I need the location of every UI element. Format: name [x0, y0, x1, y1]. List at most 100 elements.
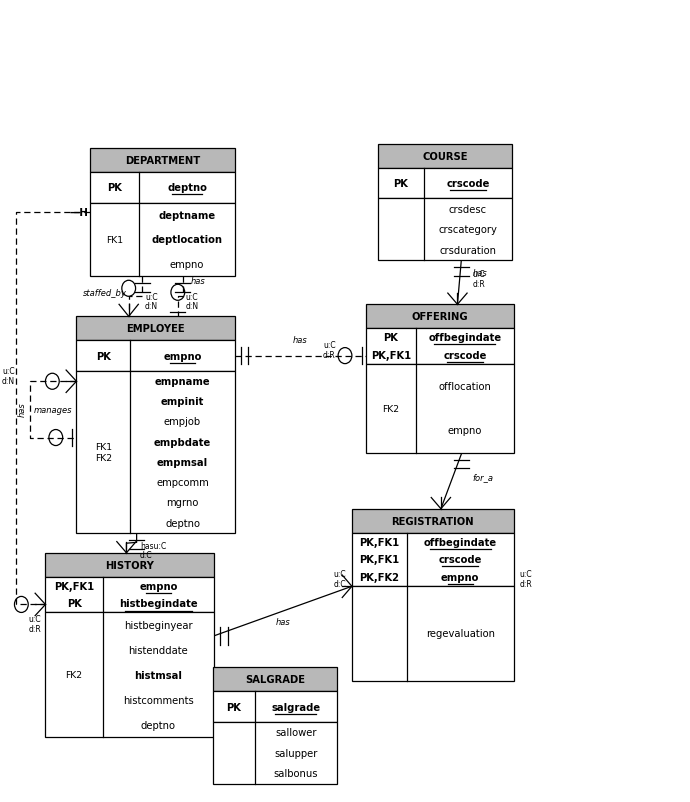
Text: PK: PK	[393, 179, 408, 189]
Text: PK,FK2: PK,FK2	[359, 572, 400, 582]
Bar	[46, 553, 214, 577]
Text: d:C: d:C	[140, 551, 152, 560]
Bar	[77, 341, 235, 371]
Bar	[77, 371, 235, 533]
Text: staffed_by: staffed_by	[83, 289, 126, 298]
Text: u:C: u:C	[334, 569, 346, 578]
Text: mgrno: mgrno	[166, 498, 199, 508]
Text: FK1: FK1	[106, 236, 124, 245]
Text: HISTORY: HISTORY	[106, 560, 155, 570]
Text: hasu:C: hasu:C	[140, 541, 166, 550]
Text: regevaluation: regevaluation	[426, 629, 495, 638]
Text: OFFERING: OFFERING	[411, 312, 468, 322]
Text: empmsal: empmsal	[157, 457, 208, 468]
Text: empno: empno	[448, 426, 482, 435]
Bar	[213, 667, 337, 691]
Text: d:R: d:R	[28, 624, 41, 634]
Bar	[366, 329, 514, 364]
Text: d:C: d:C	[334, 579, 346, 588]
Text: PK: PK	[226, 702, 242, 712]
Text: REGISTRATION: REGISTRATION	[391, 516, 474, 526]
Text: histbegindate: histbegindate	[119, 598, 198, 609]
Text: PK,FK1: PK,FK1	[54, 581, 95, 591]
Text: FK2: FK2	[66, 670, 83, 679]
Text: deptno: deptno	[167, 183, 207, 193]
Text: for_a: for_a	[472, 472, 493, 481]
Bar	[352, 509, 514, 533]
Text: PK: PK	[96, 351, 111, 361]
Text: offlocation: offlocation	[438, 382, 491, 391]
Text: u:C: u:C	[28, 614, 41, 624]
Text: crscode: crscode	[439, 554, 482, 565]
Text: u:C: u:C	[2, 367, 14, 376]
Text: u:C: u:C	[519, 569, 532, 578]
Text: FK2: FK2	[382, 404, 400, 413]
Text: crsduration: crsduration	[440, 245, 497, 256]
Text: PK: PK	[67, 598, 81, 609]
Text: offbegindate: offbegindate	[428, 333, 502, 342]
Text: deptname: deptname	[159, 211, 216, 221]
Bar	[90, 149, 235, 172]
Text: manages: manages	[34, 405, 72, 415]
Text: salbonus: salbonus	[273, 768, 318, 779]
Text: empno: empno	[170, 260, 204, 269]
Bar	[378, 199, 513, 261]
Text: histbeginyear: histbeginyear	[124, 620, 193, 630]
Text: histcomments: histcomments	[123, 695, 194, 705]
Text: d:N: d:N	[2, 376, 15, 386]
Text: PK: PK	[108, 183, 122, 193]
Text: salgrade: salgrade	[271, 702, 320, 712]
Bar	[366, 305, 514, 329]
Text: crsdesc: crsdesc	[449, 205, 487, 214]
Text: SALGRADE: SALGRADE	[245, 674, 305, 685]
Text: —H: —H	[69, 208, 88, 218]
Bar	[352, 586, 514, 681]
Text: crscode: crscode	[446, 179, 490, 189]
Text: empcomm: empcomm	[156, 477, 209, 488]
Bar	[213, 722, 337, 784]
Bar	[366, 364, 514, 453]
Text: EMPLOYEE: EMPLOYEE	[126, 324, 185, 334]
Text: PK: PK	[384, 333, 398, 342]
Text: empname: empname	[155, 376, 210, 387]
Text: u:C: u:C	[145, 293, 157, 302]
Text: empno: empno	[139, 581, 178, 591]
Text: histenddate: histenddate	[128, 645, 188, 654]
Text: d:R: d:R	[323, 350, 336, 359]
Text: empjob: empjob	[164, 417, 201, 427]
Bar	[378, 169, 513, 199]
Text: offbegindate: offbegindate	[424, 537, 497, 547]
Text: crscode: crscode	[443, 350, 486, 360]
Bar	[46, 613, 214, 737]
Text: salupper: salupper	[274, 748, 317, 758]
Bar	[90, 203, 235, 277]
Text: empbdate: empbdate	[154, 437, 211, 448]
Bar	[90, 172, 235, 203]
Text: crscategory: crscategory	[439, 225, 497, 235]
Text: PK,FK1: PK,FK1	[359, 554, 400, 565]
Bar	[77, 317, 235, 341]
Text: has: has	[473, 269, 487, 277]
Text: has: has	[293, 336, 308, 345]
Text: d:N: d:N	[186, 302, 199, 310]
Text: d:N: d:N	[145, 302, 158, 310]
Text: u:C: u:C	[186, 293, 198, 302]
Text: histmsal: histmsal	[135, 670, 182, 680]
Text: u:C: u:C	[473, 270, 485, 279]
Text: d:R: d:R	[473, 280, 485, 289]
Text: has: has	[18, 401, 27, 416]
Text: empinit: empinit	[161, 397, 204, 407]
Text: has: has	[191, 277, 206, 286]
Text: PK,FK1: PK,FK1	[371, 350, 411, 360]
Text: FK1
FK2: FK1 FK2	[95, 443, 112, 462]
Bar	[213, 691, 337, 722]
Text: DEPARTMENT: DEPARTMENT	[125, 156, 200, 166]
Text: sallower: sallower	[275, 727, 317, 737]
Text: deptno: deptno	[141, 719, 176, 730]
Text: empno: empno	[164, 351, 201, 361]
Text: deptno: deptno	[165, 518, 200, 528]
Text: d:R: d:R	[519, 579, 532, 588]
Text: COURSE: COURSE	[422, 152, 468, 162]
Bar	[46, 577, 214, 613]
Text: empno: empno	[441, 572, 480, 582]
